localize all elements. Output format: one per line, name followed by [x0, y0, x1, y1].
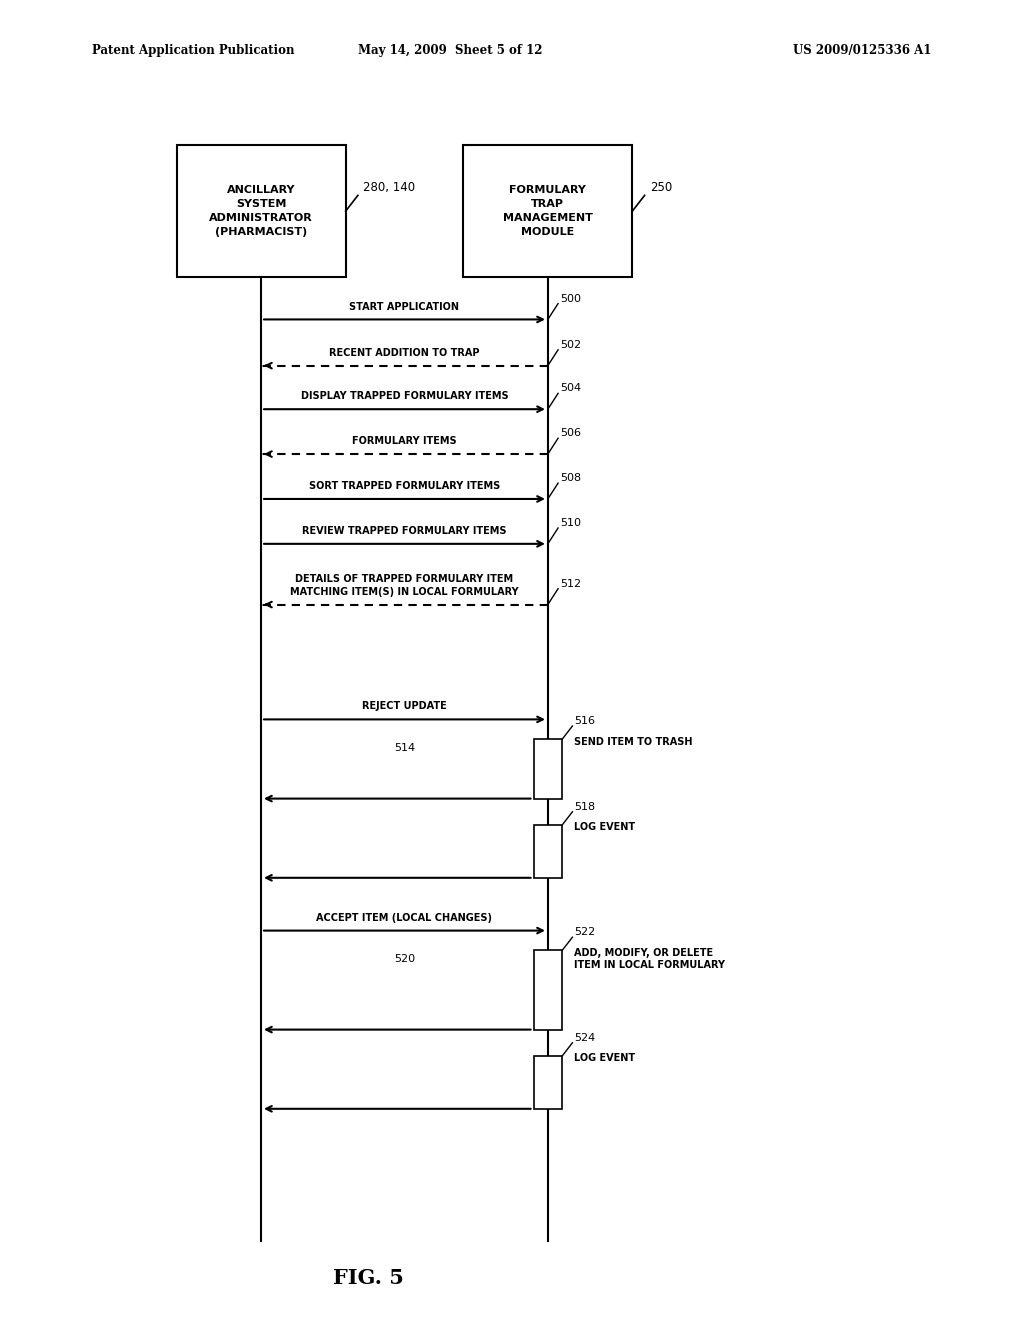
Text: 250: 250: [650, 181, 672, 194]
Bar: [534, 950, 562, 1030]
Text: 514: 514: [394, 743, 415, 754]
Text: DISPLAY TRAPPED FORMULARY ITEMS: DISPLAY TRAPPED FORMULARY ITEMS: [301, 391, 508, 401]
Text: 510: 510: [560, 517, 582, 528]
Text: 522: 522: [574, 927, 596, 937]
Text: 500: 500: [560, 293, 582, 304]
Text: 502: 502: [560, 339, 582, 350]
Text: REVIEW TRAPPED FORMULARY ITEMS: REVIEW TRAPPED FORMULARY ITEMS: [302, 525, 507, 536]
Text: 504: 504: [560, 383, 582, 393]
Text: 518: 518: [574, 801, 596, 812]
Text: May 14, 2009  Sheet 5 of 12: May 14, 2009 Sheet 5 of 12: [358, 44, 543, 57]
Bar: [176, 145, 346, 277]
Text: Patent Application Publication: Patent Application Publication: [92, 44, 295, 57]
Text: DETAILS OF TRAPPED FORMULARY ITEM
MATCHING ITEM(S) IN LOCAL FORMULARY: DETAILS OF TRAPPED FORMULARY ITEM MATCHI…: [290, 574, 519, 597]
Bar: [534, 825, 562, 878]
Text: 280, 140: 280, 140: [364, 181, 415, 194]
Text: 508: 508: [560, 473, 582, 483]
Text: ACCEPT ITEM (LOCAL CHANGES): ACCEPT ITEM (LOCAL CHANGES): [316, 912, 493, 923]
Bar: [534, 1056, 562, 1109]
Text: START APPLICATION: START APPLICATION: [349, 301, 460, 312]
Text: ADD, MODIFY, OR DELETE
ITEM IN LOCAL FORMULARY: ADD, MODIFY, OR DELETE ITEM IN LOCAL FOR…: [574, 948, 725, 970]
Text: FORMULARY
TRAP
MANAGEMENT
MODULE: FORMULARY TRAP MANAGEMENT MODULE: [503, 185, 593, 238]
Text: SEND ITEM TO TRASH: SEND ITEM TO TRASH: [574, 737, 693, 747]
Text: 516: 516: [574, 715, 596, 726]
Text: SORT TRAPPED FORMULARY ITEMS: SORT TRAPPED FORMULARY ITEMS: [309, 480, 500, 491]
Text: 524: 524: [574, 1032, 596, 1043]
Text: 512: 512: [560, 578, 582, 589]
Text: 520: 520: [394, 954, 415, 965]
Bar: [534, 739, 562, 799]
Text: LOG EVENT: LOG EVENT: [574, 1053, 636, 1064]
Text: FIG. 5: FIG. 5: [333, 1267, 404, 1288]
Text: LOG EVENT: LOG EVENT: [574, 822, 636, 833]
Text: 506: 506: [560, 428, 582, 438]
Text: FORMULARY ITEMS: FORMULARY ITEMS: [352, 436, 457, 446]
Bar: [463, 145, 633, 277]
Text: US 2009/0125336 A1: US 2009/0125336 A1: [794, 44, 932, 57]
Text: ANCILLARY
SYSTEM
ADMINISTRATOR
(PHARMACIST): ANCILLARY SYSTEM ADMINISTRATOR (PHARMACI…: [209, 185, 313, 238]
Text: REJECT UPDATE: REJECT UPDATE: [362, 701, 446, 711]
Text: RECENT ADDITION TO TRAP: RECENT ADDITION TO TRAP: [330, 347, 479, 358]
